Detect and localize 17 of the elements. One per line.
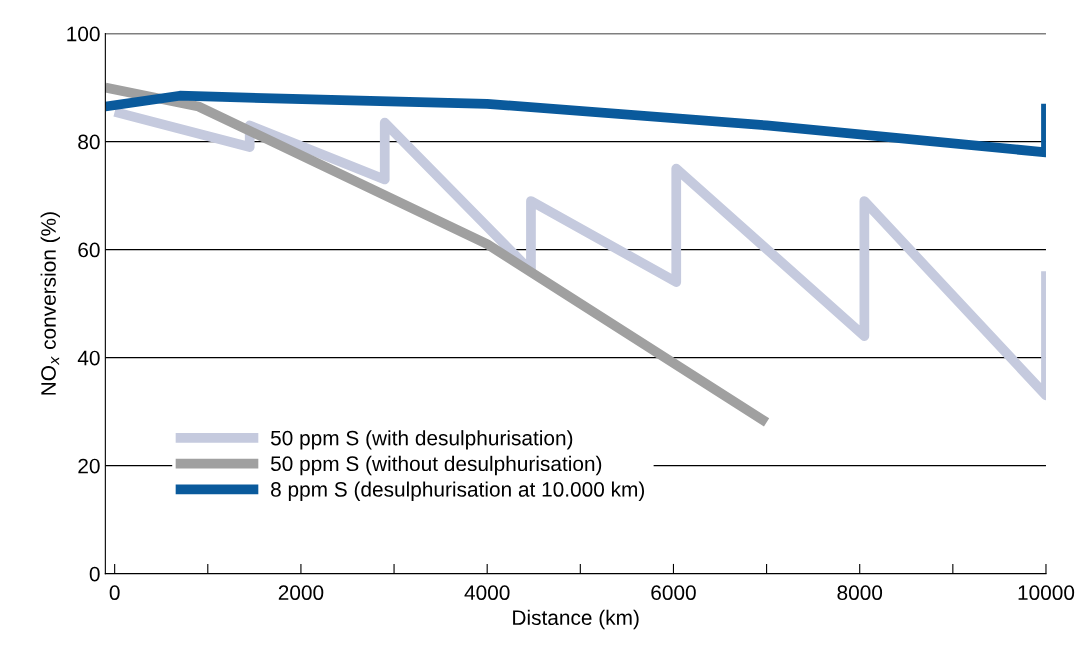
y-tick-label: 40 <box>77 350 100 366</box>
x-tick-label: 2000 <box>278 585 324 601</box>
y-tick-label: 0 <box>89 566 100 582</box>
x-tick-label: 4000 <box>464 585 510 601</box>
x-tick-label: 0 <box>109 585 120 601</box>
x-tick-label: 6000 <box>651 585 696 601</box>
y-tick-label: 60 <box>78 242 100 258</box>
y-tick-label: 80 <box>78 134 100 150</box>
x-tick-label: 8000 <box>837 585 883 601</box>
legend-label: 50 ppm S (without desulphurisation) <box>270 455 602 476</box>
x-axis-title: Distance (km) <box>513 609 639 630</box>
y-tick-label: 20 <box>78 458 100 474</box>
x-tick-label: 10000 <box>1018 585 1075 601</box>
y-tick-label: 100 <box>67 26 100 42</box>
legend-label: 50 ppm S (with desulphurisation) <box>270 430 573 450</box>
y-axis-title: NO$_{x}$ conversion (%) <box>40 212 60 395</box>
legend-label: 8 ppm S (desulphurisation at 10.000 km) <box>271 481 645 501</box>
